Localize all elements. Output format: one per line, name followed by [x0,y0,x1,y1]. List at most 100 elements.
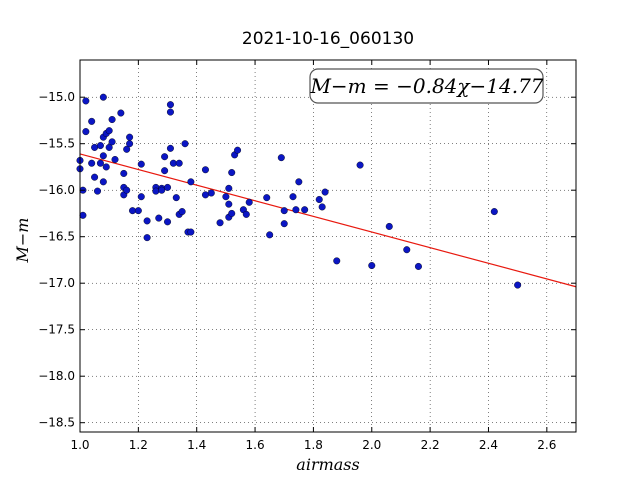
x-tick-label: 2.4 [479,438,498,452]
data-point [245,198,253,206]
data-point [88,117,96,125]
data-point [234,146,242,154]
y-axis-ticks: −15.0 −15.5 −16.0 −16.5 −17.0 −17.5 −18.0 −18.5 [38,90,576,430]
data-point [292,206,300,214]
data-point [105,127,113,135]
x-tick-label: 2.0 [362,438,381,452]
data-point [301,206,309,214]
data-points [76,93,522,289]
y-tick-label: −18.0 [38,369,75,383]
data-point [321,188,329,196]
x-tick-label: 2.2 [421,438,440,452]
data-point [105,143,113,151]
data-point [134,207,142,215]
data-point [280,220,288,228]
data-point [172,194,180,202]
data-point [91,173,99,181]
data-point [178,208,186,216]
data-point [96,159,104,167]
data-point [111,156,119,164]
x-tick-label: 1.0 [70,438,89,452]
plot-frame [79,59,577,433]
x-tick-label: 1.2 [129,438,148,452]
data-point [514,281,522,289]
data-point [315,195,323,203]
data-point [222,193,230,201]
fit-line [79,153,577,288]
data-point [126,140,134,148]
x-tick-label: 1.4 [187,438,206,452]
data-point [228,169,236,177]
fit-line-segment [79,153,577,288]
data-point [318,203,326,211]
y-tick-label: −16.0 [38,183,75,197]
data-point [91,143,99,151]
data-point [152,187,160,195]
y-tick-label: −15.5 [38,137,75,151]
data-point [289,193,297,201]
data-point [79,211,87,219]
y-tick-label: −16.5 [38,230,75,244]
data-point [216,219,224,227]
data-point [99,152,107,160]
data-point [187,178,195,186]
data-point [266,231,274,239]
data-point [137,160,145,168]
data-point [120,169,128,177]
data-point [129,207,137,215]
data-point [158,186,166,194]
x-axis-ticks: 1.0 1.2 1.4 1.6 1.8 2.0 2.2 2.4 2.6 [70,60,556,452]
grid-lines [79,60,576,432]
y-tick-label: −18.5 [38,416,75,430]
data-point [164,218,172,226]
y-tick-label: −17.0 [38,276,75,290]
data-point [123,186,131,194]
data-point [99,93,107,101]
annotation-text: M−m = −0.84χ−14.77 [309,74,543,98]
data-point [207,189,215,197]
data-point [143,217,151,225]
data-point [490,208,498,216]
y-tick-label: −17.5 [38,323,75,337]
data-point [169,159,177,167]
data-point [414,262,422,270]
data-point [108,116,116,124]
chart-title: 2021-10-16_060130 [242,29,414,49]
data-point [155,214,163,222]
data-point [225,200,233,208]
data-point [94,187,102,195]
data-point [356,161,364,169]
data-point [102,163,110,171]
data-point [166,144,174,152]
data-point [277,154,285,162]
data-point [333,257,341,265]
data-point [117,109,125,117]
data-point [108,138,116,146]
data-point [166,108,174,116]
data-point [99,178,107,186]
data-point [123,145,131,153]
data-point [161,153,169,161]
data-point [187,228,195,236]
x-tick-label: 1.8 [304,438,323,452]
data-point [201,191,209,199]
annotation-box [309,68,544,104]
data-point [164,183,172,191]
data-point [143,234,151,242]
data-point [385,222,393,230]
data-point [161,167,169,175]
data-point [228,209,236,217]
data-point [166,101,174,109]
data-point [242,210,250,218]
data-point [263,194,271,202]
data-point [280,207,288,215]
data-point [295,178,303,186]
data-point [175,159,183,167]
fit-annotation: M−m = −0.84χ−14.77 [309,68,544,104]
data-point [181,140,189,148]
data-point [126,133,134,141]
data-point [88,159,96,167]
data-point [82,97,90,105]
y-axis-label: M−m [13,218,32,264]
